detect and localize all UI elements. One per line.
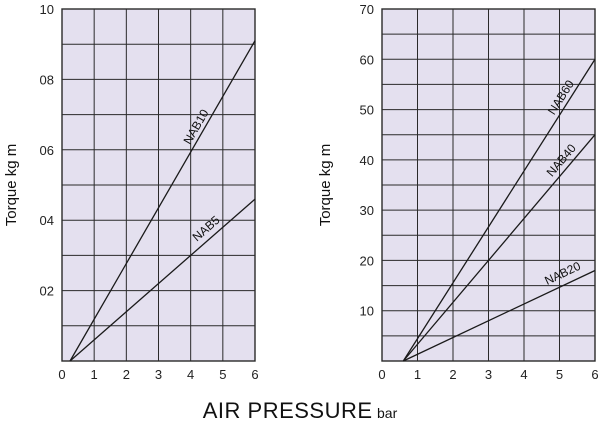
chart2-y-tick-label: 30 bbox=[360, 203, 374, 218]
chart1-y-tick-label: 08 bbox=[40, 72, 54, 87]
chart2-y-tick-label: 20 bbox=[360, 253, 374, 268]
chart1-x-tick-label: 3 bbox=[155, 367, 162, 382]
chart2-x-tick-label: 2 bbox=[449, 367, 456, 382]
chart1-x-tick-label: 1 bbox=[91, 367, 98, 382]
chart1-y-axis-title: Torque kg m bbox=[3, 144, 20, 227]
chart1-x-tick-label: 5 bbox=[219, 367, 226, 382]
chart2-y-tick-label: 50 bbox=[360, 103, 374, 118]
chart2-series-nab20-line bbox=[403, 269, 596, 362]
chart2-x-tick-label: 0 bbox=[378, 367, 385, 382]
x-axis-title: AIR PRESSURE bar bbox=[0, 398, 600, 424]
chart1-x-tick-label: 0 bbox=[58, 367, 65, 382]
chart2-y-tick-label: 10 bbox=[360, 304, 374, 319]
chart2-x-tick-label: 5 bbox=[556, 367, 563, 382]
chart1-x-tick-label: 2 bbox=[123, 367, 130, 382]
x-axis-title-main: AIR PRESSURE bbox=[202, 398, 373, 423]
chart2-x-tick-label: 1 bbox=[414, 367, 421, 382]
chart1-y-tick-label: 02 bbox=[40, 284, 54, 299]
chart1-y-tick-label: 10 bbox=[40, 2, 54, 17]
chart2-series-nab60-line bbox=[402, 58, 596, 362]
chart1-series-nab10-line bbox=[69, 40, 256, 362]
chart1-y-tick-label: 04 bbox=[40, 213, 54, 228]
chart2-y-axis-title: Torque kg m bbox=[317, 144, 334, 227]
chart1-series-nab5-line bbox=[69, 198, 256, 362]
x-axis-title-unit: bar bbox=[377, 405, 398, 421]
chart2-x-tick-label: 4 bbox=[520, 367, 527, 382]
chart1-y-tick-label: 06 bbox=[40, 143, 54, 158]
chart2-y-tick-label: 70 bbox=[360, 2, 374, 17]
chart1-x-tick-label: 4 bbox=[187, 367, 194, 382]
chart2-y-tick-label: 60 bbox=[360, 52, 374, 67]
chart2-series-nab40-line bbox=[402, 134, 596, 362]
chart1-x-tick-label: 6 bbox=[251, 367, 258, 382]
chart2-x-tick-label: 3 bbox=[485, 367, 492, 382]
chart2-x-tick-label: 6 bbox=[591, 367, 598, 382]
chart2-y-tick-label: 40 bbox=[360, 153, 374, 168]
